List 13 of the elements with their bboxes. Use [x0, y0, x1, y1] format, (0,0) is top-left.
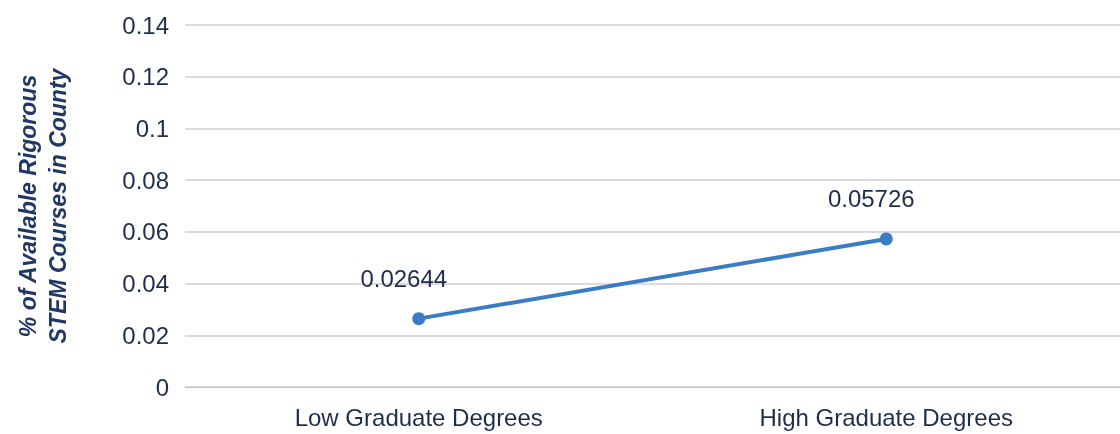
y-tick-label: 0.14 — [122, 11, 169, 39]
y-axis-title: % of Available Rigorous STEM Courses in County — [15, 67, 71, 344]
y-tick-label: 0.1 — [135, 114, 169, 142]
y-tick-label: 0.12 — [122, 63, 169, 91]
y-tick-label: 0 — [155, 373, 169, 401]
x-tick-label: Low Graduate Degrees — [294, 403, 543, 431]
y-tick-label: 0.08 — [122, 166, 169, 194]
y-tick-label: 0.02 — [122, 321, 169, 349]
x-tick-label: High Graduate Degrees — [759, 403, 1013, 431]
data-label: 0.05726 — [827, 184, 915, 212]
y-tick-label: 0.04 — [122, 270, 169, 298]
y-tick-label: 0.06 — [122, 218, 169, 246]
data-label: 0.02644 — [360, 264, 448, 292]
